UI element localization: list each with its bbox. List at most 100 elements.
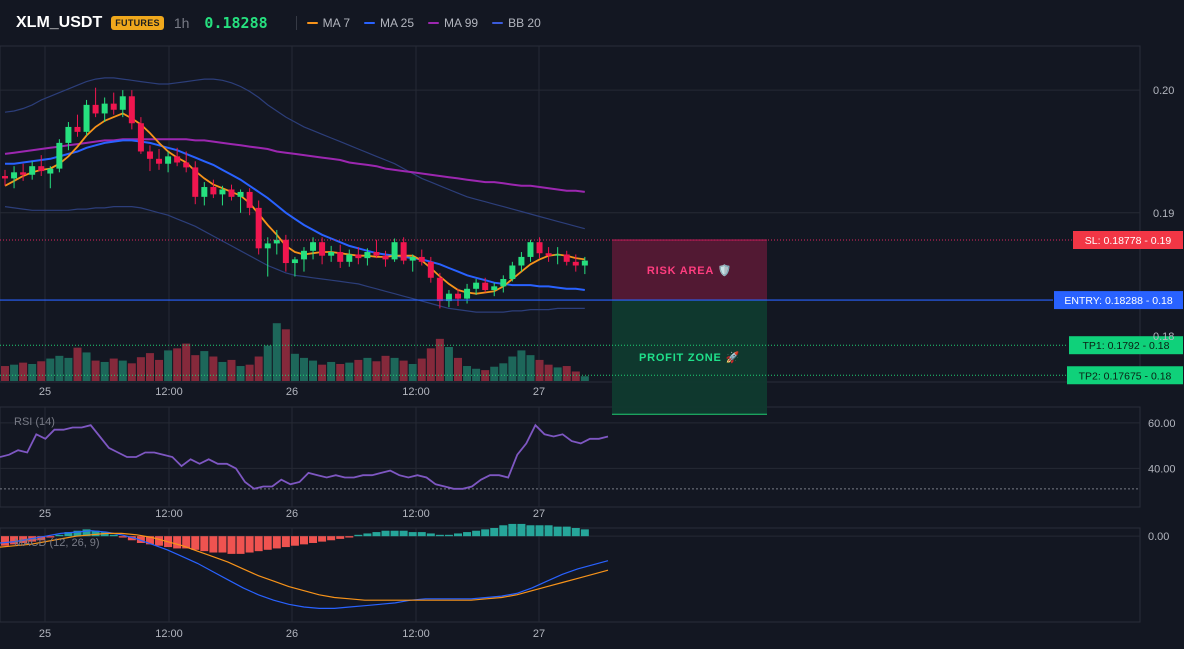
timeframe-label[interactable]: 1h xyxy=(173,15,190,31)
macd-histogram-bar xyxy=(145,536,154,545)
macd-histogram-bar xyxy=(426,533,435,537)
rsi-time-tick-label: 27 xyxy=(533,508,545,520)
price-tick-label: 0.18 xyxy=(1153,331,1174,343)
volume-bar xyxy=(390,357,399,381)
symbol-name[interactable]: XLM_USDT xyxy=(16,14,103,31)
candle-body xyxy=(74,126,81,132)
candle-body xyxy=(137,123,144,152)
sl-tag-label: SL: 0.18778 - 0.19 xyxy=(1085,235,1172,247)
legend-ma25[interactable]: MA 25 xyxy=(364,16,414,30)
legend-bb20[interactable]: BB 20 xyxy=(492,16,541,30)
volume-bar xyxy=(254,356,263,381)
candle-body xyxy=(300,250,307,260)
macd-histogram-bar xyxy=(544,525,553,537)
macd-histogram-bar xyxy=(136,536,145,543)
candle-body xyxy=(364,252,371,259)
volume-bar xyxy=(136,357,145,381)
candle-body xyxy=(581,260,588,266)
candle-body xyxy=(391,242,398,260)
candle-body xyxy=(554,254,561,256)
rsi-time-tick-label: 25 xyxy=(39,508,51,520)
price-time-tick-label: 12:00 xyxy=(155,386,183,398)
volume-bar xyxy=(55,355,64,381)
candle-body xyxy=(29,166,36,175)
candle-body xyxy=(210,187,217,195)
price-tick-label: 0.19 xyxy=(1153,208,1174,220)
rsi-time-tick-label: 26 xyxy=(286,508,298,520)
macd-histogram-bar xyxy=(345,536,354,538)
volume-bar xyxy=(91,360,100,381)
macd-histogram-bar xyxy=(173,536,182,549)
macd-histogram-bar xyxy=(55,534,64,537)
volume-bar xyxy=(28,364,37,381)
volume-bar xyxy=(10,364,19,381)
risk-area-label: RISK AREA 🛡️ xyxy=(647,264,732,277)
macd-histogram-bar xyxy=(263,536,272,550)
legend-ma99-label: MA 99 xyxy=(444,16,479,30)
entry-tag-label: ENTRY: 0.18288 - 0.18 xyxy=(1064,295,1173,307)
volume-bar xyxy=(1,366,9,381)
candle-body xyxy=(572,261,579,266)
macd-histogram-bar xyxy=(309,536,318,543)
macd-histogram-bar xyxy=(64,532,73,537)
macd-histogram-bar xyxy=(46,536,55,538)
indicator-legend: MA 7 MA 25 MA 99 BB 20 xyxy=(306,16,541,30)
macd-histogram-bar xyxy=(327,536,336,541)
volume-bar xyxy=(535,359,544,381)
volume-bar xyxy=(127,363,136,381)
volume-bar xyxy=(173,348,182,381)
macd-histogram-bar xyxy=(399,530,408,537)
macd-histogram-bar xyxy=(200,536,209,552)
macd-histogram-bar xyxy=(580,529,589,537)
macd-histogram-bar xyxy=(218,536,227,553)
ma99-swatch xyxy=(428,22,440,24)
volume-bar xyxy=(562,366,571,381)
volume-bar xyxy=(218,361,227,381)
legend-ma7[interactable]: MA 7 xyxy=(306,16,350,30)
macd-histogram-bar xyxy=(82,529,91,537)
candle-body xyxy=(65,126,72,143)
legend-ma99[interactable]: MA 99 xyxy=(428,16,478,30)
candle-body xyxy=(174,156,181,163)
macd-histogram-bar xyxy=(91,530,100,537)
macd-tick-label: 0.00 xyxy=(1148,531,1169,543)
candle-body xyxy=(128,96,135,124)
volume-bar xyxy=(272,323,281,381)
volume-bar xyxy=(245,364,254,381)
macd-histogram-bar xyxy=(299,536,308,545)
volume-bar xyxy=(37,361,46,381)
macd-histogram-bar xyxy=(1,536,9,546)
candle-body xyxy=(464,288,471,299)
profit-zone-label: PROFIT ZONE 🚀 xyxy=(639,351,740,364)
macd-histogram-bar xyxy=(290,536,299,546)
candle-body xyxy=(92,104,99,114)
macd-histogram-bar xyxy=(73,530,82,537)
candle-body xyxy=(473,282,480,289)
profit-zone xyxy=(612,300,767,415)
macd-title: MACD (12, 26, 9) xyxy=(14,537,100,549)
candle-body xyxy=(491,286,498,291)
macd-histogram-bar xyxy=(227,536,236,554)
candle-body xyxy=(563,254,570,262)
candle-body xyxy=(337,252,344,262)
candle-body xyxy=(83,104,90,132)
candle-body xyxy=(400,242,407,261)
volume-bar xyxy=(191,355,200,381)
candle-body xyxy=(165,156,172,164)
volume-bar xyxy=(544,364,553,381)
volume-bar xyxy=(145,353,154,381)
volume-bar xyxy=(499,363,508,381)
ma25-swatch xyxy=(364,22,375,24)
volume-bar xyxy=(444,347,453,381)
volume-bar xyxy=(426,348,435,381)
macd-time-tick-label: 27 xyxy=(533,628,545,640)
volume-bar xyxy=(435,338,444,381)
volume-bar xyxy=(580,376,589,381)
volume-bar xyxy=(481,370,490,381)
candle-body xyxy=(192,167,199,197)
volume-bar xyxy=(336,364,345,381)
candle-body xyxy=(409,256,416,261)
macd-histogram-bar xyxy=(553,526,562,537)
volume-bar xyxy=(363,357,372,381)
